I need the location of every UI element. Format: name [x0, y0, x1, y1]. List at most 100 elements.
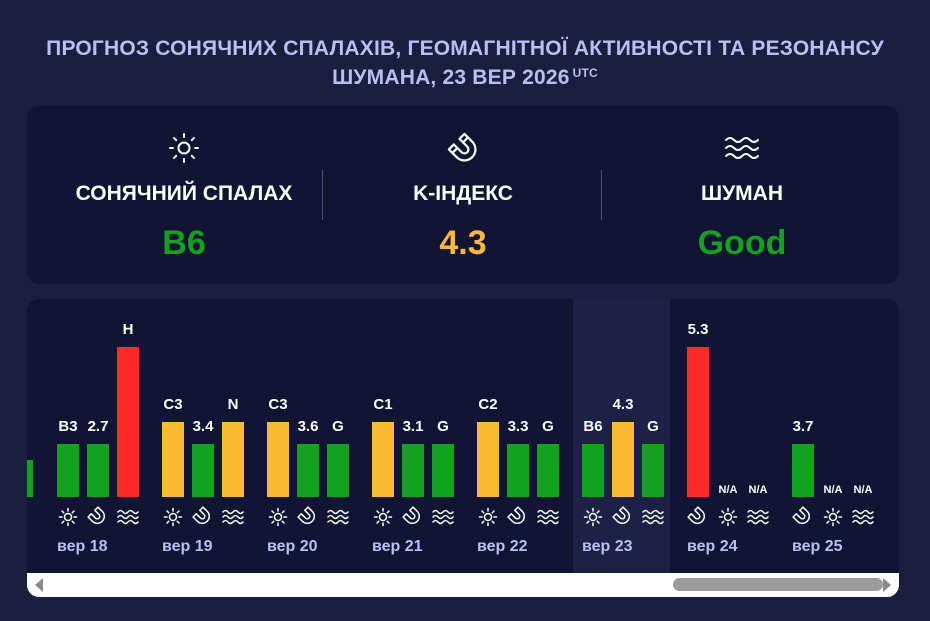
magnet-bar: [792, 444, 814, 497]
waves-bar: [537, 444, 559, 497]
waves-bar: [327, 444, 349, 497]
sun-value-label: B6: [583, 418, 602, 435]
summary-solar: СОНЯЧНИЙ СПАЛАХ B6: [39, 106, 329, 284]
magnet-icon: [192, 506, 210, 524]
day-label: вер 19: [162, 538, 213, 555]
day-label: вер 21: [372, 538, 423, 555]
magnet-value-label: 4.3: [613, 396, 634, 413]
sun-value-label: C1: [373, 396, 392, 413]
sun-bar: [57, 444, 79, 497]
sun-icon: [39, 128, 329, 168]
sun-icon: [583, 507, 603, 527]
solar-flare-label: СОНЯЧНИЙ СПАЛАХ: [75, 182, 293, 205]
divider: [322, 170, 323, 220]
waves-value-label: G: [332, 418, 344, 435]
magnet-value-label: 3.7: [793, 418, 814, 435]
kindex-value: 4.3: [439, 224, 487, 262]
waves-value-label: N: [228, 396, 239, 413]
sun-value-label: N/A: [719, 484, 738, 496]
magnet-icon: [318, 128, 608, 168]
magnet-icon: [687, 506, 705, 524]
day-label: вер 24: [687, 538, 738, 555]
waves-icon: [642, 509, 664, 525]
sun-bar: [477, 422, 499, 497]
scroll-right-arrow-icon[interactable]: [883, 578, 891, 592]
magnet-icon: [612, 506, 630, 524]
magnet-value-label: 2.7: [88, 418, 109, 435]
sun-bar: [582, 444, 604, 497]
sun-value-label: C3: [268, 396, 287, 413]
sun-value-label: C2: [478, 396, 497, 413]
waves-icon: [327, 509, 349, 525]
summary-kindex: K-ІНДЕКС 4.3: [318, 106, 608, 284]
sun-value-label: C3: [163, 396, 182, 413]
day-label: вер 25: [792, 538, 843, 555]
day-label: вер 20: [267, 538, 318, 555]
waves-value-label: N/A: [749, 484, 768, 496]
summary-panel: СОНЯЧНИЙ СПАЛАХ B6 K-ІНДЕКС 4.3 ШУМАН Go…: [27, 106, 899, 284]
partial-bar: [27, 460, 33, 497]
day-label: вер 18: [57, 538, 108, 555]
magnet-value-label: 5.3: [688, 321, 709, 338]
waves-icon: [852, 509, 874, 525]
magnet-bar: [612, 422, 634, 497]
waves-icon: [117, 509, 139, 525]
waves-value-label: G: [437, 418, 449, 435]
day-label: вер 23: [582, 538, 633, 555]
solar-flare-value: B6: [162, 224, 206, 262]
sun-bar: [162, 422, 184, 497]
magnet-bar: [507, 444, 529, 497]
magnet-bar: [87, 444, 109, 497]
sun-icon: [718, 507, 738, 527]
divider: [601, 170, 602, 220]
magnet-value-label: 3.1: [403, 418, 424, 435]
waves-value-label: G: [647, 418, 659, 435]
sun-icon: [373, 507, 393, 527]
magnet-value-label: 3.4: [193, 418, 215, 435]
waves-icon: [432, 509, 454, 525]
sun-icon: [823, 507, 843, 527]
magnet-bar: [402, 444, 424, 497]
summary-schumann: ШУМАН Good: [597, 106, 887, 284]
waves-icon: [597, 128, 887, 168]
sun-value-label: N/A: [824, 484, 843, 496]
sun-bar: [372, 422, 394, 497]
magnet-icon: [792, 506, 810, 524]
magnet-icon: [87, 506, 105, 524]
waves-bar: [642, 444, 664, 497]
magnet-icon: [507, 506, 525, 524]
day-label: вер 22: [477, 538, 528, 555]
scrollbar-thumb[interactable]: [673, 578, 883, 591]
sun-bar: [267, 422, 289, 497]
sun-icon: [478, 507, 498, 527]
sun-icon: [163, 507, 183, 527]
magnet-icon: [297, 506, 315, 524]
scroll-left-arrow-icon[interactable]: [35, 578, 43, 592]
kindex-label: K-ІНДЕКС: [413, 182, 513, 205]
magnet-value-label: 3.3: [508, 418, 529, 435]
magnet-icon: [402, 506, 420, 524]
waves-bar: [432, 444, 454, 497]
day-group: 5.3 N/A N/A вер 24: [687, 321, 769, 555]
page-title: ПРОГНОЗ СОНЯЧНИХ СПАЛАХІВ, ГЕОМАГНІТНОЇ …: [40, 34, 890, 92]
waves-icon: [747, 509, 769, 525]
waves-value-label: H: [123, 321, 134, 338]
horizontal-scrollbar[interactable]: [27, 573, 899, 597]
sun-value-label: B3: [58, 418, 77, 435]
magnet-bar: [297, 444, 319, 497]
magnet-value-label: 3.6: [298, 418, 319, 435]
waves-icon: [222, 509, 244, 525]
sun-icon: [268, 507, 288, 527]
schumann-label: ШУМАН: [701, 182, 783, 205]
magnet-bar: [687, 347, 709, 497]
waves-bar: [117, 347, 139, 497]
waves-value-label: G: [542, 418, 554, 435]
